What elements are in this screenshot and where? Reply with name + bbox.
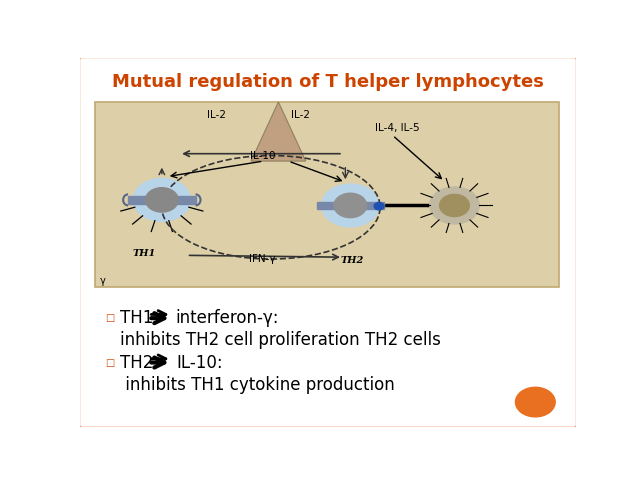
Text: IL-2: IL-2 (291, 110, 310, 120)
Circle shape (374, 203, 384, 210)
Text: TH2: TH2 (340, 256, 364, 265)
Circle shape (321, 184, 379, 227)
Text: IL-4, IL-5: IL-4, IL-5 (375, 123, 420, 133)
Circle shape (429, 187, 479, 224)
Text: IFN-γ: IFN-γ (249, 254, 276, 264)
Bar (128, 196, 196, 204)
Text: IL-2: IL-2 (207, 110, 226, 120)
Text: IL-10:: IL-10: (177, 353, 223, 372)
Circle shape (334, 193, 367, 217)
Text: Mutual regulation of T helper lymphocytes: Mutual regulation of T helper lymphocyte… (112, 72, 544, 91)
Circle shape (515, 387, 555, 417)
Circle shape (133, 179, 191, 221)
Text: □: □ (105, 358, 114, 368)
Polygon shape (251, 102, 306, 161)
FancyBboxPatch shape (95, 102, 559, 287)
FancyBboxPatch shape (79, 57, 577, 428)
Text: □: □ (105, 313, 114, 323)
Circle shape (440, 194, 469, 216)
Text: TH1: TH1 (120, 309, 153, 327)
Text: inhibits TH1 cytokine production: inhibits TH1 cytokine production (120, 376, 394, 394)
Text: γ: γ (100, 276, 106, 286)
Text: TH2: TH2 (120, 353, 153, 372)
Text: TH1: TH1 (133, 249, 156, 258)
Text: IL-10: IL-10 (250, 151, 275, 160)
Text: interferon-γ:: interferon-γ: (175, 309, 279, 327)
Circle shape (145, 188, 178, 212)
Text: inhibits TH2 cell proliferation TH2 cells: inhibits TH2 cell proliferation TH2 cell… (120, 331, 440, 349)
Bar (317, 202, 384, 209)
